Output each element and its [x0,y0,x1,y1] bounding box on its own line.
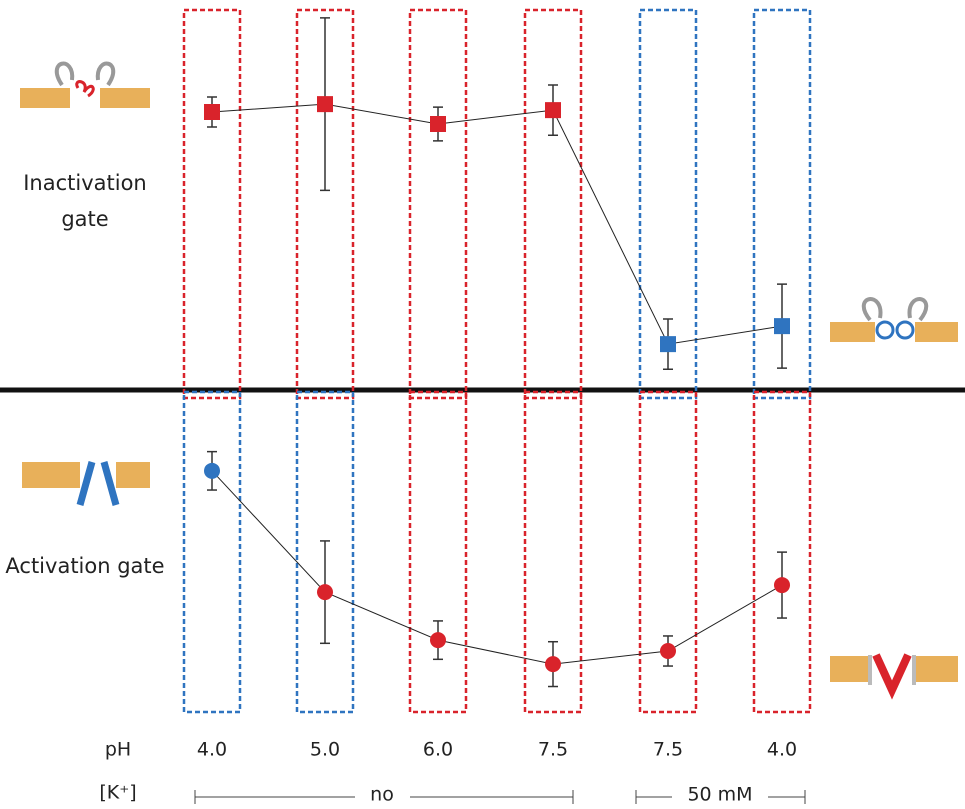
panel-label: Activation gate [0,548,170,584]
condition-box [525,10,581,398]
marker [660,643,676,659]
marker [774,318,790,334]
marker [774,577,790,593]
marker [430,632,446,648]
marker [430,116,446,132]
marker [660,336,676,352]
x-tick-label: 7.5 [538,739,568,761]
figure: pH [K⁺] no 50 mM 4.0 5.0 6.0 7.5 7.5 4.0 [0,0,965,809]
icon-inactivation-closed [830,299,958,346]
condition-box [184,392,240,712]
condition-box [410,392,466,712]
x-tick-label: 5.0 [310,739,340,761]
k-label: [K⁺] [99,782,136,804]
marker [317,96,333,112]
x-tick-label: 7.5 [653,739,683,761]
marker [317,584,333,600]
condition-box [410,10,466,398]
k-group-label: no [370,784,394,806]
panel-label: Inactivation gate [0,165,170,237]
condition-box [184,10,240,398]
icon-activation-closed [830,650,958,690]
x-tick-label: 4.0 [197,739,227,761]
x-tick-label: 6.0 [423,739,453,761]
page: pH [K⁺] no 50 mM 4.0 5.0 6.0 7.5 7.5 4.0 Inac… [0,0,965,809]
icon-activation-open [22,458,150,505]
x-tick-label: 4.0 [767,739,797,761]
marker [545,656,561,672]
x-axis-label: pH [105,739,131,761]
marker [545,102,561,118]
marker [204,104,220,120]
marker [204,463,220,479]
icon-inactivation-open [20,64,150,111]
k-group-label: 50 mM [687,784,752,806]
